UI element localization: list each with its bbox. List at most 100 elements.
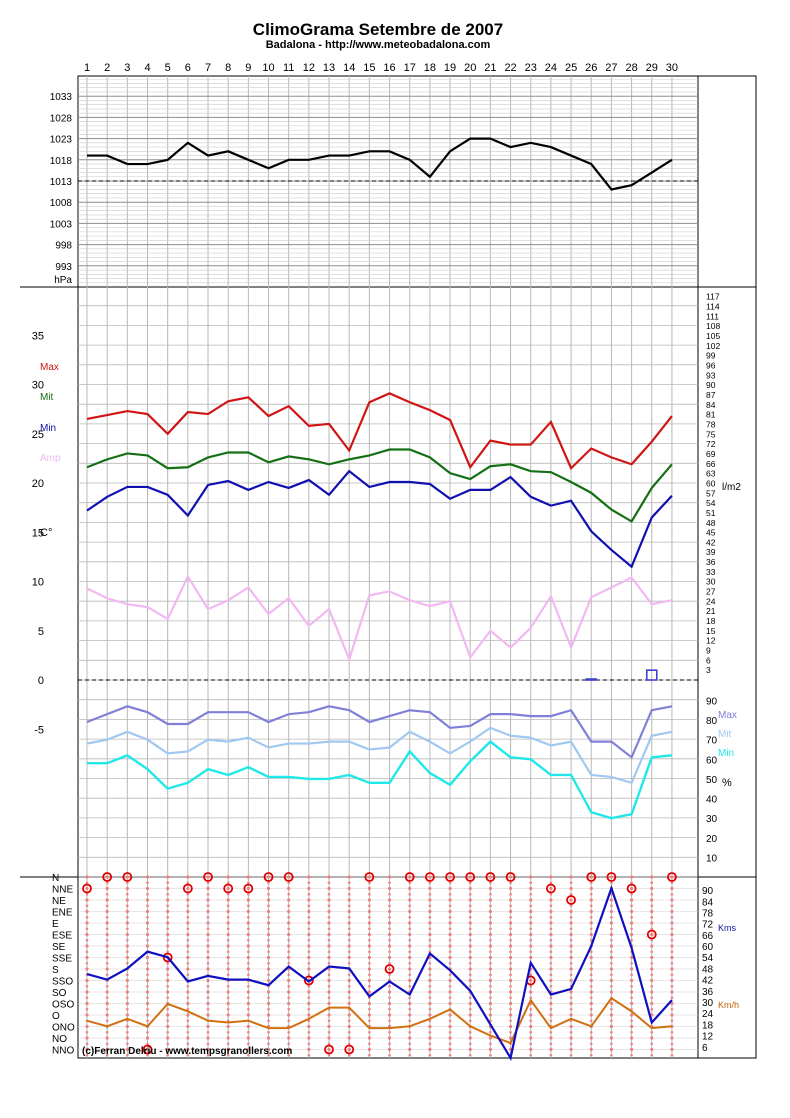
wind-dir-dot	[468, 1013, 472, 1017]
wind-dir-dot	[267, 950, 270, 954]
wind-dir-dot	[226, 898, 230, 902]
wind-dir-dot	[670, 1007, 674, 1011]
wind-dir-dot	[186, 990, 190, 994]
wind-dir-dot	[186, 881, 190, 885]
wind-speed-tick-label: 78	[702, 908, 714, 919]
wind-dir-dot	[247, 1042, 250, 1046]
wind-dir-dot	[589, 886, 593, 891]
wind-dir-dot	[85, 1030, 89, 1034]
day-label: 17	[404, 62, 416, 74]
wind-dir-dot	[266, 955, 271, 960]
rain-tick-label: 108	[706, 321, 720, 331]
wind-dir-dot	[307, 984, 311, 988]
wind-dir-dot	[125, 1047, 129, 1052]
wind-speed-tick-label: 12	[702, 1032, 714, 1043]
wind-dir-dot	[105, 898, 109, 902]
temp-tick-label: 0	[38, 675, 44, 687]
wind-dir-dot	[125, 909, 129, 914]
wind-dir-dot	[670, 990, 674, 994]
wind-dir-dot	[428, 944, 432, 948]
wind-dir-dot	[549, 1047, 553, 1052]
wind-dir-dot	[610, 1030, 613, 1034]
wind-dir-dot	[609, 1001, 614, 1006]
wind-dir-dot	[529, 990, 533, 994]
wind-dir-dot	[327, 978, 331, 983]
wind-dir-dot	[650, 955, 654, 960]
wind-dir-dot	[589, 967, 593, 971]
wind-dir-dot	[589, 961, 593, 965]
wind-dir-dot	[368, 1042, 371, 1046]
wind-dir-dot	[347, 996, 351, 1000]
wind-dir-dot	[146, 961, 149, 965]
wind-dir-dot	[609, 990, 614, 994]
wind-dir-dot	[549, 1013, 553, 1017]
wind-dir-dot	[569, 1036, 573, 1040]
wind-dir-dot	[509, 973, 512, 977]
wind-dir-dot	[267, 961, 270, 965]
wind-dir-dot	[388, 984, 391, 988]
wind-dir-dot	[388, 927, 391, 931]
wind-dir-label: SO	[52, 988, 67, 999]
pressure-unit-label: hPa	[54, 275, 72, 286]
wind-dir-dot	[629, 932, 634, 937]
wind-dir-dot	[166, 921, 170, 925]
wind-dir-dot	[650, 932, 654, 937]
wind-dir-dot	[508, 898, 513, 902]
wind-dir-dot	[327, 886, 331, 891]
wind-dir-dot	[146, 984, 149, 988]
wind-dir-dot	[145, 990, 150, 994]
wind-dir-dot	[186, 927, 190, 931]
wind-dir-dot	[448, 973, 452, 977]
day-label: 15	[363, 62, 375, 74]
wind-dir-dot	[307, 1024, 311, 1029]
wind-dir-dot	[629, 978, 634, 983]
wind-dir-dot	[670, 1019, 674, 1023]
wind-dir-dot	[428, 875, 432, 879]
wind-dir-dot	[247, 1030, 250, 1034]
wind-prevailing-marker	[606, 872, 617, 882]
wind-dir-dot	[166, 950, 169, 954]
wind-dir-dot	[85, 932, 89, 937]
wind-dir-dot	[388, 1042, 391, 1046]
wind-dir-dot	[85, 990, 89, 994]
rain-tick-label: 6	[706, 655, 711, 665]
wind-dir-dot	[327, 1030, 331, 1034]
wind-dir-dot	[569, 1024, 573, 1029]
wind-dir-dot	[267, 904, 270, 908]
wind-dir-dot	[670, 950, 674, 954]
wind-dir-dot	[267, 881, 270, 885]
wind-dir-dot	[226, 1013, 230, 1017]
wind-dir-dot	[569, 1013, 573, 1017]
wind-dir-dot	[630, 938, 633, 942]
wind-dir-dot	[166, 944, 170, 948]
wind-dir-dot	[85, 1053, 89, 1057]
wind-dir-label: E	[52, 919, 59, 930]
wind-dir-dot	[650, 1036, 654, 1040]
wind-dir-dot	[226, 955, 230, 960]
day-label: 10	[262, 62, 274, 74]
wind-dir-dot	[347, 1024, 351, 1029]
wind-dir-dot	[508, 1024, 513, 1029]
wind-dir-dot	[529, 973, 533, 977]
wind-dir-dot	[468, 909, 472, 914]
wind-dir-dot	[408, 1036, 412, 1040]
wind-dir-dot	[529, 955, 533, 960]
wind-dir-dot	[448, 886, 452, 891]
wind-dir-dot	[509, 1019, 512, 1023]
wind-dir-dot	[206, 938, 210, 942]
wind-dir-dot	[388, 973, 391, 977]
wind-dir-dot	[247, 1053, 250, 1057]
wind-dir-dot	[226, 921, 230, 925]
wind-dir-dot	[367, 932, 371, 937]
wind-dir-dot	[327, 955, 331, 960]
wind-dir-dot	[529, 1013, 533, 1017]
wind-dir-dot	[166, 909, 170, 914]
rain-tick-label: 54	[706, 498, 716, 508]
wind-dir-dot	[166, 996, 169, 1000]
wind-dir-dot	[489, 961, 492, 965]
wind-dir-dot	[186, 938, 190, 942]
wind-dir-dot	[569, 927, 573, 931]
wind-prevailing-marker	[586, 872, 597, 882]
wind-dir-dot	[589, 915, 593, 919]
wind-dir-dot	[206, 1042, 210, 1046]
